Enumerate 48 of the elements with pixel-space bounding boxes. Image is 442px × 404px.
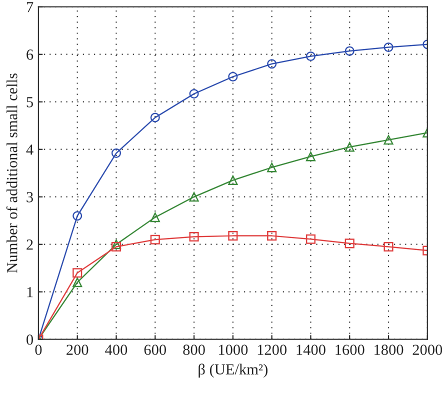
point [111, 242, 122, 252]
point [111, 240, 122, 250]
point [228, 175, 238, 186]
point [72, 211, 82, 221]
point [150, 212, 160, 222]
point [344, 238, 354, 248]
x-tick-label: 1400 [296, 344, 326, 355]
x-tick-label: 0 [35, 344, 42, 355]
point [267, 162, 277, 172]
point [306, 152, 316, 162]
point [72, 268, 82, 278]
y-tick-label: 6 [26, 50, 34, 60]
point [306, 51, 316, 62]
x-tick-label: 600 [144, 344, 166, 355]
point [267, 59, 277, 69]
x-tick-label: 2000 [412, 344, 442, 355]
y-tick-label: 4 [26, 144, 34, 155]
point [189, 192, 199, 202]
point [228, 72, 238, 82]
point [189, 89, 199, 99]
x-tick-label: 800 [183, 344, 205, 355]
y-tick-label: 1 [27, 287, 33, 298]
point [189, 232, 199, 242]
y-tick-label: 5 [26, 97, 33, 108]
point [228, 231, 238, 241]
x-tick-label: 1600 [336, 344, 364, 355]
x-axis-title: β (UE/km²) [198, 364, 268, 378]
point [384, 42, 394, 52]
x-tick-label: 200 [66, 344, 88, 355]
point [267, 231, 277, 241]
point [344, 142, 354, 152]
x-tick-label: 400 [105, 344, 128, 355]
point [72, 278, 82, 288]
point [150, 112, 160, 122]
point [384, 135, 394, 145]
y-tick-label: 7 [26, 2, 34, 12]
y-axis-title: Number of additional small cells [6, 74, 18, 273]
x-tick-label: 1000 [219, 344, 248, 355]
y-tick-label: 3 [26, 192, 33, 202]
point [384, 242, 394, 252]
point [111, 148, 122, 158]
y-tick-label: 0 [26, 334, 34, 345]
point [306, 234, 316, 244]
point [150, 234, 160, 244]
y-tick-label: 2 [26, 240, 33, 250]
x-tick-label: 1800 [374, 344, 404, 355]
x-tick-label: 1200 [258, 344, 287, 355]
point [344, 46, 354, 56]
